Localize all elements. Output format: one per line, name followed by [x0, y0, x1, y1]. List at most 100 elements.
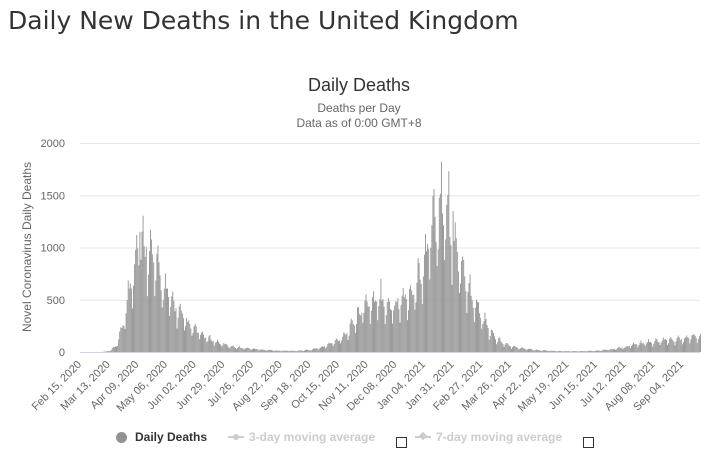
bar — [345, 334, 347, 352]
bar — [323, 346, 325, 352]
bar — [667, 344, 668, 352]
bar — [644, 345, 646, 352]
bar — [654, 341, 656, 352]
bar — [209, 334, 211, 352]
bar — [542, 350, 544, 352]
bar — [356, 323, 357, 352]
bar — [326, 346, 328, 352]
bar — [577, 351, 579, 352]
bar — [359, 314, 361, 352]
bar — [369, 323, 371, 352]
bar — [232, 345, 234, 352]
bar — [204, 338, 206, 352]
bar — [275, 350, 277, 352]
bar — [495, 339, 496, 352]
bar — [112, 346, 114, 352]
bar — [261, 349, 263, 352]
bar — [268, 350, 270, 352]
bar — [487, 327, 489, 352]
bar — [363, 312, 365, 352]
bar — [484, 312, 486, 352]
y-tick-label: 1500 — [41, 190, 65, 202]
bar — [250, 350, 252, 352]
bar — [611, 349, 613, 352]
bar — [325, 348, 327, 352]
bar — [440, 161, 442, 352]
bar — [341, 340, 343, 352]
checkbox-3-day-average[interactable] — [396, 437, 407, 448]
bar — [195, 326, 197, 352]
bar — [419, 279, 421, 352]
bar — [288, 351, 289, 352]
bar — [617, 347, 619, 352]
bar — [386, 302, 388, 352]
bar — [350, 318, 352, 352]
bar — [301, 350, 303, 352]
y-tick-labels: 0 500 1000 1500 2000 — [41, 138, 65, 359]
bar — [483, 321, 485, 352]
checkbox-7-day-average[interactable] — [583, 437, 594, 448]
bar — [218, 341, 219, 352]
bar — [262, 349, 264, 352]
bar — [489, 336, 491, 352]
bar — [179, 303, 181, 352]
bar — [556, 351, 558, 352]
bar — [385, 315, 387, 352]
bar — [450, 245, 452, 352]
legend-item-7-day-average[interactable]: 7-day moving average — [415, 430, 562, 444]
bar — [615, 349, 616, 352]
bar — [371, 297, 373, 352]
bar — [107, 351, 109, 352]
bar — [360, 315, 362, 352]
bar — [119, 331, 121, 352]
bar — [490, 329, 492, 352]
legend-item-3-day-average[interactable]: 3-day moving average — [228, 430, 375, 444]
bar — [283, 350, 285, 352]
legend-item-daily-deaths[interactable]: Daily Deaths — [116, 430, 207, 444]
bar — [178, 306, 180, 352]
bar — [692, 334, 694, 352]
bar — [259, 349, 261, 352]
bar — [447, 195, 449, 352]
bar — [324, 346, 326, 352]
bar — [239, 346, 241, 352]
bar — [175, 308, 177, 352]
bar — [257, 349, 259, 352]
bar — [538, 350, 540, 352]
bar — [279, 350, 281, 352]
bar — [586, 351, 588, 352]
bar — [491, 330, 493, 352]
bars — [102, 161, 701, 352]
bar — [627, 346, 629, 352]
bar — [173, 300, 175, 352]
bar — [117, 345, 119, 352]
bar — [334, 340, 336, 352]
bar — [368, 306, 370, 352]
bar — [453, 240, 455, 352]
bar — [619, 347, 621, 352]
bar — [571, 351, 573, 352]
bar — [316, 348, 318, 352]
bar — [660, 342, 662, 352]
bar — [504, 344, 506, 352]
bar — [521, 347, 523, 352]
bar — [687, 337, 689, 352]
bar — [366, 301, 368, 352]
bar — [265, 350, 267, 352]
bar — [264, 350, 266, 352]
bar — [272, 350, 274, 352]
bar — [110, 349, 112, 352]
bar — [233, 347, 235, 352]
bar — [346, 333, 348, 352]
bar — [291, 350, 293, 352]
bar — [685, 337, 687, 352]
bar — [421, 304, 423, 352]
bar — [361, 312, 363, 352]
bar — [470, 295, 472, 352]
bar — [118, 339, 120, 352]
bar — [165, 288, 167, 352]
bar — [375, 300, 377, 352]
bar — [465, 290, 467, 352]
bar — [488, 339, 490, 352]
gridlines — [80, 143, 700, 301]
